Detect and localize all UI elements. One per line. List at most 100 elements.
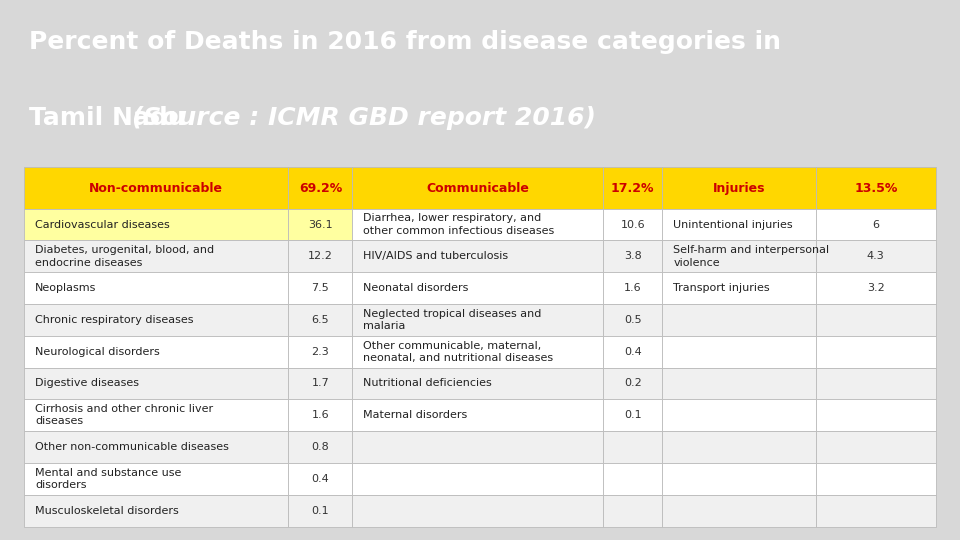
Text: Communicable: Communicable — [426, 181, 529, 194]
Bar — [662, 400, 816, 431]
Text: Mental and substance use
disorders: Mental and substance use disorders — [35, 468, 181, 490]
Bar — [288, 167, 352, 208]
Bar — [352, 463, 603, 495]
Text: 0.4: 0.4 — [624, 347, 641, 357]
Text: 1.7: 1.7 — [312, 379, 329, 388]
Text: Cardiovascular diseases: Cardiovascular diseases — [35, 220, 170, 229]
Bar — [288, 431, 352, 463]
Text: 0.4: 0.4 — [312, 474, 329, 484]
Text: 0.1: 0.1 — [312, 505, 329, 516]
Bar — [24, 304, 288, 336]
Text: Digestive diseases: Digestive diseases — [35, 379, 139, 388]
Bar — [352, 272, 603, 304]
Text: Maternal disorders: Maternal disorders — [363, 410, 468, 420]
Text: 6.5: 6.5 — [312, 315, 329, 325]
Bar — [662, 304, 816, 336]
Text: 36.1: 36.1 — [308, 220, 333, 229]
Text: 12.2: 12.2 — [308, 251, 333, 261]
Text: 4.3: 4.3 — [867, 251, 885, 261]
Bar — [603, 240, 662, 272]
Bar — [603, 272, 662, 304]
Bar — [24, 240, 288, 272]
Bar — [662, 495, 816, 526]
Bar — [288, 495, 352, 526]
Text: Unintentional injuries: Unintentional injuries — [673, 220, 793, 229]
Text: 0.1: 0.1 — [624, 410, 641, 420]
Bar — [352, 336, 603, 368]
Bar — [816, 167, 936, 208]
Bar — [662, 463, 816, 495]
Text: 0.5: 0.5 — [624, 315, 641, 325]
Text: Percent of Deaths in 2016 from disease categories in: Percent of Deaths in 2016 from disease c… — [29, 30, 780, 55]
Bar — [352, 208, 603, 240]
Text: Non-communicable: Non-communicable — [89, 181, 224, 194]
Text: Tamil Nadu: Tamil Nadu — [29, 106, 194, 130]
Bar — [352, 167, 603, 208]
Bar — [288, 208, 352, 240]
Bar — [288, 336, 352, 368]
Bar — [816, 304, 936, 336]
Bar — [662, 368, 816, 400]
Text: Chronic respiratory diseases: Chronic respiratory diseases — [35, 315, 194, 325]
Bar — [24, 400, 288, 431]
Bar — [352, 431, 603, 463]
Text: Neonatal disorders: Neonatal disorders — [363, 283, 468, 293]
Bar — [816, 208, 936, 240]
Bar — [603, 431, 662, 463]
Bar — [816, 336, 936, 368]
Bar — [352, 368, 603, 400]
Text: 2.3: 2.3 — [312, 347, 329, 357]
Text: 1.6: 1.6 — [312, 410, 329, 420]
Bar — [24, 208, 288, 240]
Text: Diabetes, urogenital, blood, and
endocrine diseases: Diabetes, urogenital, blood, and endocri… — [35, 245, 214, 267]
Bar — [24, 368, 288, 400]
Text: Injuries: Injuries — [712, 181, 765, 194]
Text: Other communicable, maternal,
neonatal, and nutritional diseases: Other communicable, maternal, neonatal, … — [363, 341, 553, 363]
Bar — [603, 304, 662, 336]
Bar — [352, 240, 603, 272]
Text: Self-harm and interpersonal
violence: Self-harm and interpersonal violence — [673, 245, 829, 267]
Text: 17.2%: 17.2% — [611, 181, 655, 194]
Bar — [288, 368, 352, 400]
Bar — [288, 463, 352, 495]
Text: 0.8: 0.8 — [312, 442, 329, 452]
Text: Transport injuries: Transport injuries — [673, 283, 770, 293]
Bar — [816, 368, 936, 400]
Bar — [603, 400, 662, 431]
Bar — [816, 431, 936, 463]
Bar — [352, 304, 603, 336]
Bar — [603, 495, 662, 526]
Bar — [662, 208, 816, 240]
Bar — [816, 240, 936, 272]
Text: 13.5%: 13.5% — [854, 181, 898, 194]
Bar — [24, 272, 288, 304]
Text: Diarrhea, lower respiratory, and
other common infectious diseases: Diarrhea, lower respiratory, and other c… — [363, 213, 555, 236]
Bar — [24, 167, 288, 208]
Bar — [24, 495, 288, 526]
Text: Neurological disorders: Neurological disorders — [35, 347, 159, 357]
Text: Musculoskeletal disorders: Musculoskeletal disorders — [35, 505, 179, 516]
Bar — [662, 336, 816, 368]
Text: 7.5: 7.5 — [312, 283, 329, 293]
Bar — [24, 463, 288, 495]
Bar — [24, 336, 288, 368]
Text: Nutritional deficiencies: Nutritional deficiencies — [363, 379, 492, 388]
Bar — [603, 463, 662, 495]
Bar — [24, 431, 288, 463]
Bar — [352, 495, 603, 526]
Bar — [288, 304, 352, 336]
Text: 10.6: 10.6 — [620, 220, 645, 229]
Bar — [288, 400, 352, 431]
Bar — [603, 208, 662, 240]
Text: 3.8: 3.8 — [624, 251, 641, 261]
Bar — [816, 463, 936, 495]
Text: HIV/AIDS and tuberculosis: HIV/AIDS and tuberculosis — [363, 251, 509, 261]
Text: 1.6: 1.6 — [624, 283, 641, 293]
Text: 0.2: 0.2 — [624, 379, 641, 388]
Text: (Source : ICMR GBD report 2016): (Source : ICMR GBD report 2016) — [132, 106, 595, 130]
Bar — [662, 167, 816, 208]
Text: Other non-communicable diseases: Other non-communicable diseases — [35, 442, 228, 452]
Bar — [603, 368, 662, 400]
Text: 3.2: 3.2 — [867, 283, 885, 293]
Text: 69.2%: 69.2% — [299, 181, 342, 194]
